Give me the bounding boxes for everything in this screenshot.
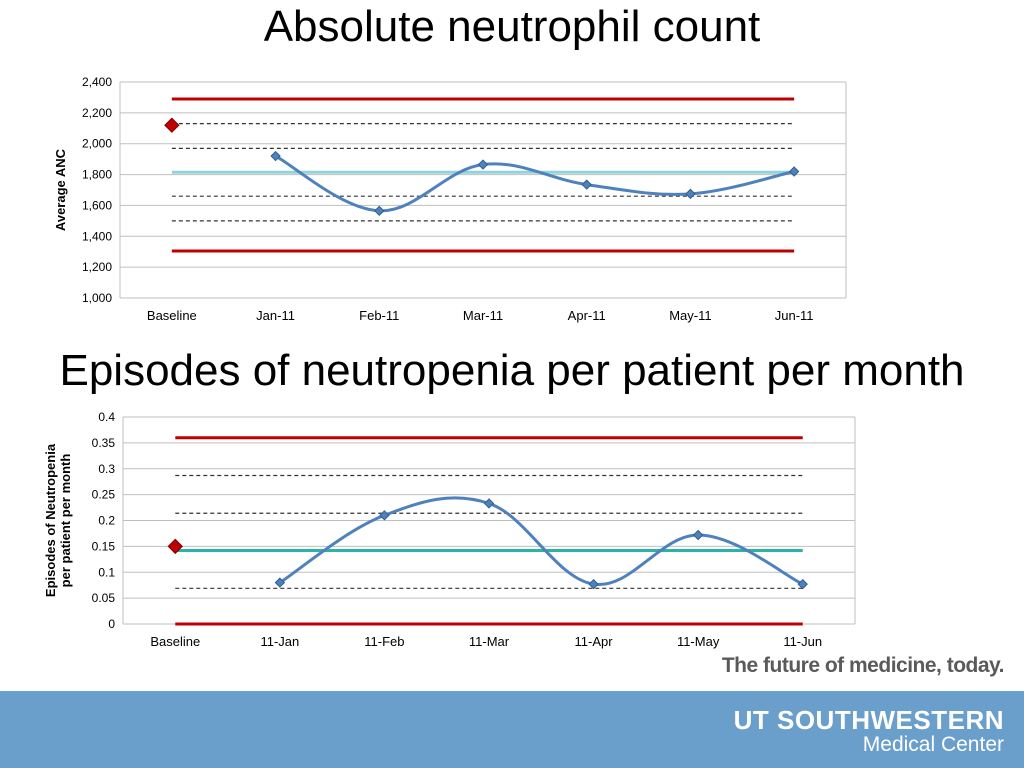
y-tick-label: 2,400 bbox=[82, 75, 112, 89]
x-tick-label: Jun-11 bbox=[775, 308, 814, 323]
data-point bbox=[379, 510, 390, 521]
chart2-title: Episodes of neutropenia per patient per … bbox=[59, 346, 965, 395]
y-tick-label: 2,200 bbox=[82, 106, 112, 120]
y-tick-label: 0 bbox=[108, 617, 115, 631]
x-tick-label: Baseline bbox=[147, 308, 197, 323]
logo-main-text: UT SOUTHWESTERN bbox=[733, 705, 1004, 735]
x-tick-label: 11-Jan bbox=[260, 634, 299, 649]
logo-sub-text: Medical Center bbox=[862, 733, 1004, 756]
baseline-point bbox=[164, 117, 180, 133]
x-tick-label: Baseline bbox=[150, 634, 200, 649]
series-line bbox=[279, 496, 804, 586]
data-point bbox=[692, 529, 704, 541]
y-tick-label: 0.15 bbox=[92, 539, 116, 553]
data-point bbox=[581, 179, 592, 190]
y-tick-label: 0.05 bbox=[92, 591, 116, 605]
y-tick-label: 0.3 bbox=[98, 462, 115, 476]
series-line bbox=[274, 154, 795, 213]
y-tick-label: 1,200 bbox=[82, 260, 112, 274]
x-tick-label: Apr-11 bbox=[568, 308, 606, 323]
y-tick-label: 0.1 bbox=[98, 565, 115, 579]
data-point bbox=[477, 159, 489, 170]
y-tick-label: 0.2 bbox=[98, 514, 115, 528]
x-tick-label: 11-May bbox=[677, 634, 720, 649]
y-tick-label: 0.4 bbox=[98, 410, 115, 424]
y-tick-label: 1,400 bbox=[82, 229, 112, 243]
data-point bbox=[797, 578, 808, 590]
x-tick-label: Jan-11 bbox=[256, 308, 295, 323]
x-tick-label: 11-Apr bbox=[575, 634, 614, 649]
data-point bbox=[270, 150, 281, 162]
x-tick-label: 11-Jun bbox=[783, 634, 822, 649]
neutropenia-chart: 0 0.05 0.1 0.15 0.2 0.25 0.3 0.35 0.4 Baseline 11-… bbox=[43, 410, 856, 649]
anc-chart: 1,000 1,200 1,400 1,600 1,800 2,000 2,200 2,400… bbox=[53, 75, 847, 323]
y-axis-label: Episodes of Neutropenia bbox=[43, 443, 58, 597]
x-tick-label: 11-Mar bbox=[469, 634, 510, 649]
y-tick-label: 0.35 bbox=[92, 436, 116, 450]
data-point bbox=[588, 578, 599, 590]
y-tick-label: 1,600 bbox=[82, 198, 112, 212]
data-point bbox=[274, 577, 286, 588]
x-tick-label: Feb-11 bbox=[359, 308, 399, 323]
chart1-title: Absolute neutrophil count bbox=[263, 2, 761, 51]
y-tick-label: 0.25 bbox=[92, 488, 116, 502]
y-axis-label: per patient per month bbox=[58, 454, 73, 588]
data-point bbox=[685, 188, 696, 200]
x-tick-label: 11-Feb bbox=[364, 634, 404, 649]
y-tick-label: 1,000 bbox=[82, 291, 112, 305]
tagline: The future of medicine, today. bbox=[721, 654, 1005, 677]
baseline-point bbox=[167, 538, 183, 555]
y-tick-label: 1,800 bbox=[82, 168, 112, 182]
y-axis-label: Average ANC bbox=[53, 148, 68, 231]
y-tick-label: 2,000 bbox=[82, 137, 112, 151]
data-point bbox=[483, 498, 495, 509]
footer-bar: UT SOUTHWESTERN Medical Center bbox=[0, 691, 1024, 768]
x-tick-label: Mar-11 bbox=[463, 308, 503, 323]
data-point bbox=[374, 205, 385, 217]
x-tick-label: May-11 bbox=[669, 308, 711, 323]
data-point bbox=[788, 166, 800, 177]
